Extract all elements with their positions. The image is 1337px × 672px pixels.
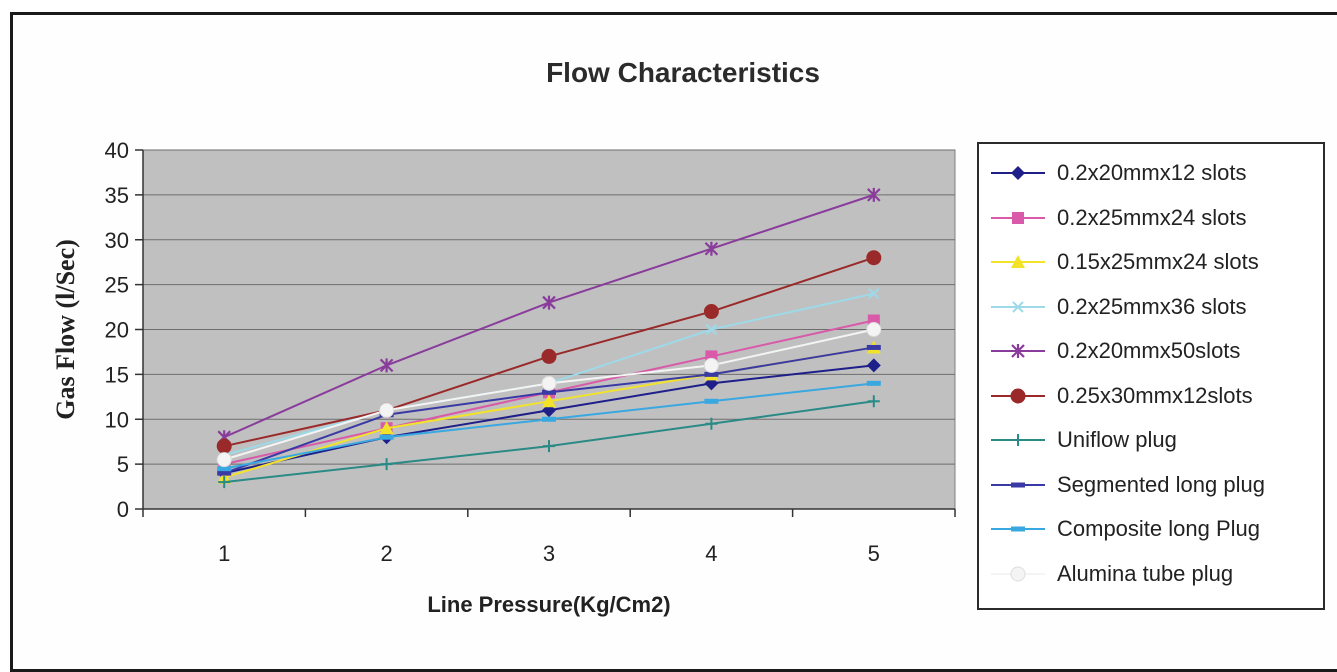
data-point: [542, 389, 556, 395]
legend-label: 0.2x25mmx36 slots: [1057, 293, 1247, 319]
legend-item: 0.2x20mmx50slots: [979, 336, 1325, 366]
series-7: [218, 395, 880, 489]
data-point: [218, 476, 231, 489]
legend-marker: [1010, 388, 1026, 403]
data-point: [380, 458, 393, 471]
x-tick-label: 4: [705, 541, 717, 566]
legend-swatch: [991, 388, 1045, 403]
data-point: [704, 241, 719, 256]
legend-swatch: [991, 434, 1045, 446]
data-point: [868, 287, 880, 300]
y-tick-label: 10: [105, 407, 129, 432]
series-5: [217, 187, 881, 445]
data-point: [542, 394, 556, 408]
legend-item: Composite long Plug: [979, 514, 1325, 544]
legend-swatch: [991, 255, 1045, 268]
legend-marker: [1011, 482, 1025, 487]
y-tick-label: 5: [117, 452, 129, 477]
legend-marker: [1011, 526, 1025, 532]
legend-marker: [1012, 434, 1024, 446]
y-tick-label: 20: [105, 318, 129, 343]
legend-item: 0.2x25mmx24 slots: [979, 203, 1325, 233]
data-point: [216, 452, 232, 468]
legend-marker: [1010, 566, 1026, 581]
legend: 0.2x20mmx12 slots 0.2x25mmx24 slots 0.15x2…: [977, 142, 1325, 610]
data-point: [704, 371, 719, 377]
chart-title: Flow Characteristics: [546, 57, 820, 88]
series-9: [217, 380, 881, 472]
legend-label: Uniflow plug: [1057, 427, 1177, 452]
data-point: [217, 466, 232, 472]
data-point: [866, 322, 882, 337]
data-point: [867, 395, 880, 408]
data-point: [866, 250, 882, 266]
legend-marker: [1012, 211, 1024, 224]
data-point: [542, 295, 556, 310]
data-point: [866, 358, 881, 373]
legend-item: Uniflow plug: [979, 425, 1325, 455]
data-point: [379, 434, 394, 440]
y-tick-label: 30: [105, 228, 129, 253]
data-point: [867, 187, 881, 202]
y-tick-label: 15: [105, 362, 129, 387]
legend-label: 0.2x20mmx50slots: [1057, 338, 1241, 363]
legend-item: Alumina tube plug: [979, 559, 1325, 589]
plot-area: 0 5 10 15 20 25 30 35 40 1 2 3 4 5 Line Pressure(Kg/Cm…: [51, 138, 956, 617]
legend-label: Alumina tube plug: [1057, 560, 1234, 586]
legend-label: 0.25x30mmx12slots: [1057, 382, 1253, 408]
data-point: [541, 348, 557, 364]
legend-item: 0.15x25mmx24 slots: [979, 247, 1325, 277]
x-tick-label: 2: [380, 541, 392, 566]
data-point: [543, 440, 555, 453]
legend-label: 0.2x20mmx12 slots: [1057, 160, 1247, 185]
legend-marker: [1012, 300, 1024, 313]
x-tick-label: 3: [543, 541, 555, 566]
line-chart: 0 5 10 15 20 25 30 35 40 1 2 3 4 5 Line Pressure(Kg/Cm…: [51, 138, 956, 617]
data-point: [703, 304, 719, 320]
data-point: [703, 357, 719, 373]
legend-swatch: [991, 566, 1045, 581]
legend-item: 0.25x30mmx12slots: [979, 381, 1325, 411]
data-point: [541, 375, 557, 391]
data-point: [379, 402, 395, 418]
legend-marker: [1011, 344, 1025, 358]
data-point: [704, 398, 719, 404]
y-tick-label: 35: [105, 183, 129, 208]
data-point: [542, 416, 556, 422]
data-point: [866, 344, 881, 350]
y-tick-label: 40: [105, 138, 129, 163]
y-tick-label: 25: [105, 273, 129, 298]
legend-swatch: [991, 344, 1045, 358]
legend-item: Segmented long plug: [979, 470, 1325, 500]
legend-swatch: [991, 526, 1045, 532]
y-axis-label: Gas Flow (l/Sec): [51, 239, 80, 420]
data-point: [379, 421, 394, 435]
x-tick-label: 1: [218, 541, 230, 566]
data-point: [866, 380, 881, 386]
legend-item: 0.2x20mmx12 slots: [979, 158, 1325, 188]
legend-swatch: [991, 482, 1045, 487]
legend-swatch: [991, 166, 1045, 180]
data-point: [216, 438, 232, 454]
legend-marker: [1011, 166, 1025, 180]
legend-item: 0.2x25mmx36 slots: [979, 292, 1325, 322]
legend-label: 0.15x25mmx24 slots: [1057, 249, 1259, 274]
legend-label: Segmented long plug: [1057, 471, 1265, 497]
x-tick-label: 5: [868, 541, 880, 566]
data-point: [379, 358, 394, 373]
legend-marker: [1011, 255, 1025, 268]
legend-label: 0.2x25mmx24 slots: [1057, 204, 1247, 230]
series-10: [216, 322, 882, 468]
legend-label: Composite long Plug: [1057, 516, 1261, 541]
legend-swatch: [991, 211, 1045, 224]
legend-swatch: [991, 300, 1045, 313]
y-tick-label: 0: [117, 497, 129, 522]
x-axis-label: Line Pressure(Kg/Cm2): [427, 592, 670, 617]
data-point: [705, 417, 718, 430]
data-point: [217, 470, 232, 476]
data-point: [705, 323, 718, 336]
